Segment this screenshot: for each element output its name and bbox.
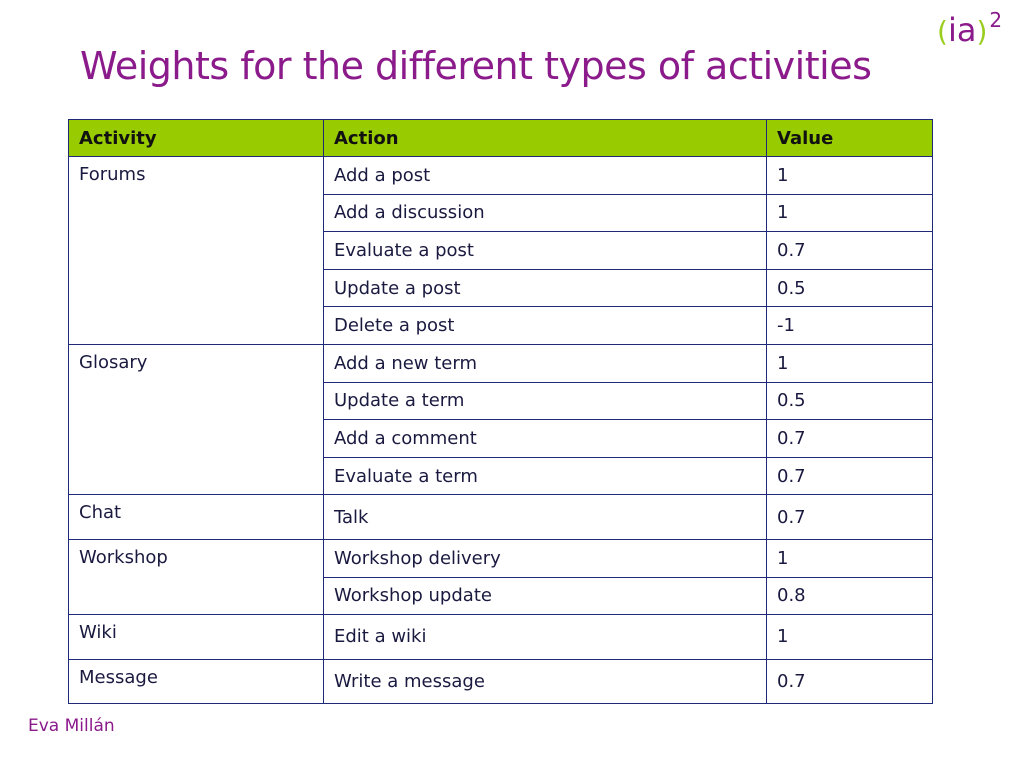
author-footer: Eva Millán	[28, 716, 115, 736]
weights-table: Activity Action Value Forums Add a post 1 A…	[68, 119, 933, 705]
activity-cell: Forums	[68, 156, 324, 345]
action-cell: Add a new term	[323, 343, 767, 383]
action-cell: Add a post	[323, 156, 767, 195]
logo-open-paren: (	[937, 15, 948, 48]
table-row: Evaluate a term 0.7	[69, 456, 933, 496]
table-row: Wiki Edit a wiki 1	[68, 614, 933, 660]
value-cell: 0.8	[766, 576, 933, 616]
table-row: Delete a post -1	[69, 306, 933, 345]
activity-cell: Wiki	[68, 614, 324, 660]
table-row: Message Write a message 0.7	[68, 658, 933, 705]
action-cell: Update a term	[323, 381, 767, 421]
action-cell: Workshop delivery	[323, 538, 767, 578]
table-row: Evaluate a post 0.7	[69, 231, 933, 270]
header-action: Action	[323, 119, 767, 157]
action-cell: Add a discussion	[323, 193, 767, 233]
header-value: Value	[766, 119, 933, 157]
table-header-row: Activity Action Value	[68, 119, 933, 157]
value-cell: 1	[766, 156, 933, 195]
value-cell: 1	[766, 343, 933, 383]
value-cell: 0.7	[766, 658, 933, 705]
table-row: Add a comment 0.7	[69, 419, 933, 458]
activity-cell: Chat	[68, 494, 324, 540]
action-cell: Update a post	[323, 268, 767, 308]
activity-cell: Workshop	[68, 538, 324, 616]
action-cell: Delete a post	[323, 306, 767, 345]
logo-text: ia	[947, 11, 977, 49]
action-cell: Evaluate a term	[323, 456, 767, 496]
table-row: Forums Add a post 1	[68, 156, 933, 345]
logo-close-paren: )	[976, 15, 988, 48]
table-row: Chat Talk 0.7	[68, 494, 933, 540]
table-row: Workshop Workshop delivery 1	[68, 538, 933, 616]
value-cell: 0.7	[766, 494, 933, 540]
activity-cell: Message	[68, 658, 324, 705]
header-activity: Activity	[68, 119, 324, 157]
value-cell: -1	[766, 306, 933, 345]
table-row: Add a discussion 1	[69, 193, 933, 233]
value-cell: 1	[766, 193, 933, 233]
value-cell: 0.7	[766, 419, 933, 458]
action-cell: Talk	[323, 494, 767, 540]
value-cell: 1	[766, 538, 933, 578]
action-cell: Write a message	[323, 658, 767, 705]
table-row: Update a post 0.5	[69, 268, 933, 308]
value-cell: 0.5	[766, 268, 933, 308]
value-cell: 0.5	[766, 381, 933, 421]
value-cell: 0.7	[766, 456, 933, 496]
action-cell: Evaluate a post	[323, 231, 767, 270]
activity-cell: Glosary	[68, 343, 324, 496]
logo-exponent: 2	[989, 8, 1003, 32]
action-cell: Workshop update	[323, 576, 767, 616]
action-cell: Edit a wiki	[323, 614, 767, 660]
value-cell: 0.7	[766, 231, 933, 270]
table-row: Glosary Add a new term 1	[68, 343, 933, 496]
slide-title: Weights for the different types of activ…	[80, 44, 872, 88]
action-cell: Add a comment	[323, 419, 767, 458]
ia-squared-logo: (ia) 2	[937, 10, 1002, 49]
value-cell: 1	[766, 614, 933, 660]
table-body: Forums Add a post 1 Add a discussion 1 Evalua…	[68, 156, 933, 705]
